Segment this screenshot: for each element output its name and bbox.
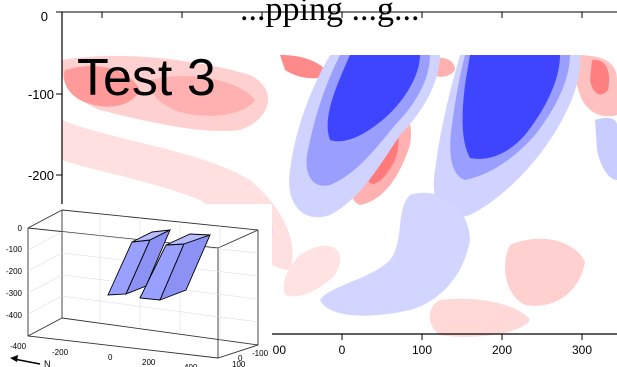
anomaly-red-7 xyxy=(505,238,585,306)
anomaly-red-1-core xyxy=(64,66,140,107)
north-label: N xyxy=(44,359,51,367)
x-tick-label: 200 xyxy=(492,343,512,357)
anomaly-red-9 xyxy=(429,298,530,337)
model-body-2 xyxy=(139,233,211,301)
chart-title: ...pping ...g... xyxy=(240,0,419,28)
y-ticks: 0 -100 -200 xyxy=(28,9,62,183)
y-tick-label: 0 xyxy=(238,354,243,363)
x-ticks: -100 0 100 200 300 xyxy=(262,334,592,357)
x-tick-label: 100 xyxy=(412,343,432,357)
anomaly-red-5-core xyxy=(590,59,610,95)
top-ticks xyxy=(101,12,583,18)
inset-y-ticks: -100 0 100 xyxy=(232,349,269,367)
north-arrow-icon: N xyxy=(10,355,51,367)
x-tick-label: 400 xyxy=(184,363,198,367)
x-tick-label: -400 xyxy=(10,342,27,351)
heatmap-field xyxy=(62,55,617,337)
y-tick-label: 100 xyxy=(232,360,246,367)
y-tick-label: -100 xyxy=(28,87,54,102)
y-tick-label: 0 xyxy=(41,9,48,24)
z-tick-label: 0 xyxy=(18,224,23,233)
z-tick-label: -300 xyxy=(6,289,23,298)
anomaly-red-1b xyxy=(150,76,255,116)
anomaly-blue-2-core xyxy=(462,55,560,159)
main-plot: ...pping ...g... xyxy=(28,0,617,357)
inset-x-ticks: -400 -200 0 200 400 xyxy=(10,342,198,367)
anomaly-blue-4 xyxy=(595,117,617,180)
z-tick-label: -200 xyxy=(6,267,23,276)
anomaly-red-2 xyxy=(62,120,293,270)
x-tick-label: -200 xyxy=(52,348,69,357)
x-tick-label: 0 xyxy=(108,353,113,362)
z-tick-label: -100 xyxy=(6,245,23,254)
z-tick-label: -400 xyxy=(6,311,23,320)
y-tick-label: -100 xyxy=(252,349,269,358)
model-body-1 xyxy=(107,229,171,296)
inset-z-ticks: 0 -100 -200 -300 -400 xyxy=(6,224,23,320)
anomaly-blue-3 xyxy=(320,192,470,316)
x-tick-label: 300 xyxy=(572,343,592,357)
anomaly-red-3 xyxy=(280,55,330,79)
x-tick-label: 200 xyxy=(142,358,156,367)
y-tick-label: -200 xyxy=(28,168,54,183)
inset-3d-model: 0 -100 -200 -300 -400 -400 -200 0 200 40… xyxy=(0,204,272,367)
anomaly-blue-1-core xyxy=(327,55,420,142)
x-tick-label: 0 xyxy=(339,343,346,357)
inset-frame xyxy=(27,209,259,359)
anomaly-red-8 xyxy=(283,245,341,297)
test-label: Test 3 xyxy=(77,49,216,107)
